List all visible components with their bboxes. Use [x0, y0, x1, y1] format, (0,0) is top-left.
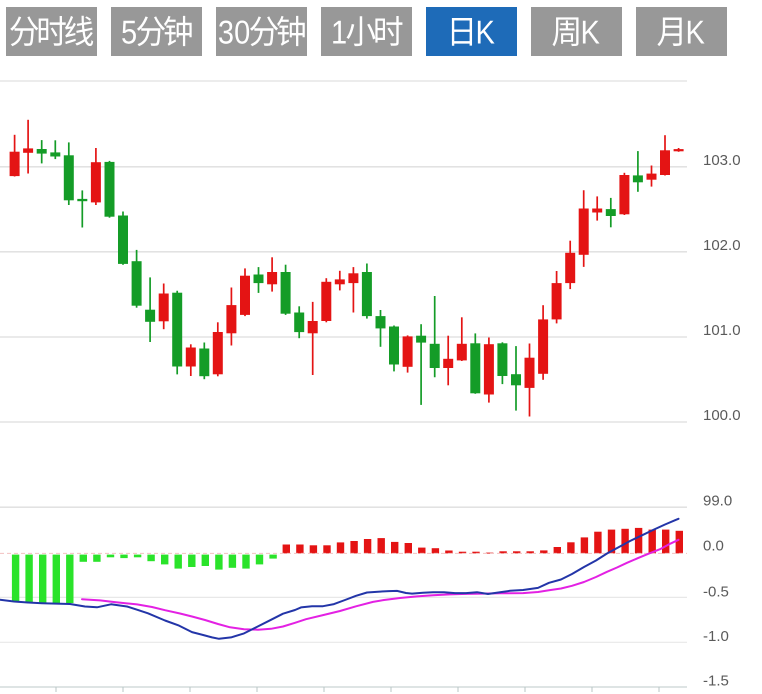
- svg-text:-1.5: -1.5: [703, 673, 729, 690]
- svg-text:-0.5: -0.5: [703, 583, 729, 600]
- svg-text:101.0: 101.0: [703, 322, 741, 339]
- svg-text:100.0: 100.0: [703, 407, 741, 424]
- svg-text:-1.0: -1.0: [703, 628, 729, 645]
- svg-text:0.0: 0.0: [703, 537, 724, 554]
- svg-text:103.0: 103.0: [703, 152, 741, 169]
- svg-text:99.0: 99.0: [703, 492, 732, 509]
- svg-text:102.0: 102.0: [703, 237, 741, 254]
